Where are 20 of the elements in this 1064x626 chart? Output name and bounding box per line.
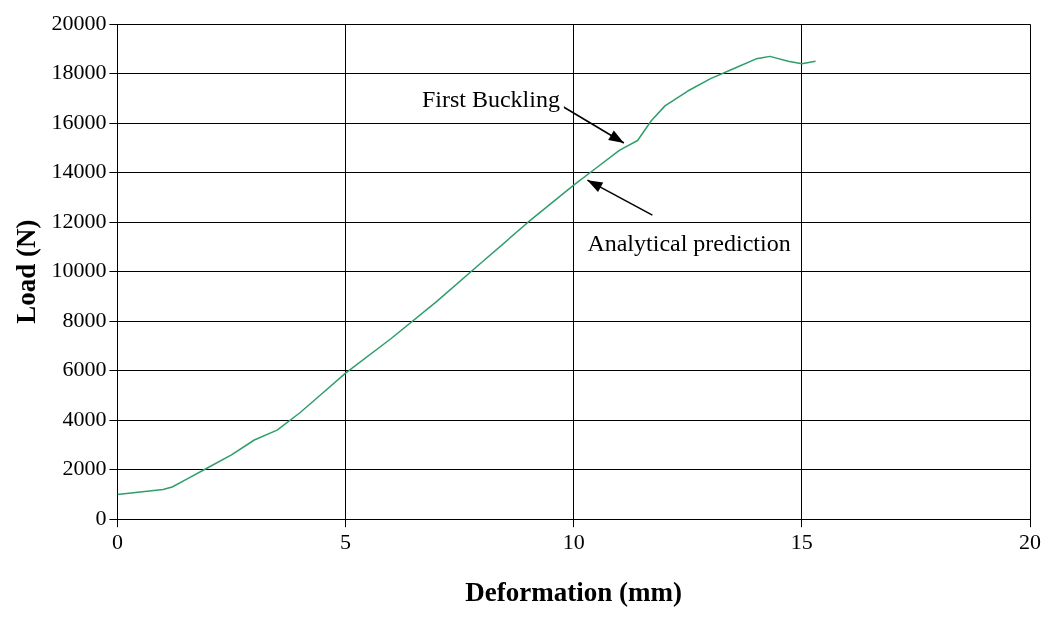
y-axis-title: Load (N) bbox=[11, 219, 42, 324]
x-tick-label: 15 bbox=[790, 529, 813, 555]
y-tick-label: 4000 bbox=[62, 405, 107, 431]
y-tick-label: 12000 bbox=[51, 207, 107, 233]
x-tick-label: 5 bbox=[340, 529, 352, 555]
y-tick-label: 8000 bbox=[62, 306, 107, 332]
annotation: Analytical prediction bbox=[587, 230, 791, 257]
x-tick-label: 10 bbox=[562, 529, 585, 555]
annotation: First Buckling bbox=[421, 86, 560, 113]
x-axis-title: Deformation (mm) bbox=[465, 576, 683, 607]
y-tick-label: 16000 bbox=[51, 108, 107, 134]
x-tick-label: 20 bbox=[1019, 529, 1041, 555]
y-tick-label: 6000 bbox=[62, 356, 107, 382]
y-tick-label: 18000 bbox=[51, 59, 107, 85]
x-tick-label: 0 bbox=[111, 529, 123, 555]
y-tick-label: 10000 bbox=[51, 257, 107, 283]
y-tick-label: 14000 bbox=[51, 158, 107, 184]
y-tick-label: 0 bbox=[95, 504, 107, 530]
y-tick-label: 20000 bbox=[51, 9, 107, 35]
y-tick-label: 2000 bbox=[62, 455, 107, 481]
